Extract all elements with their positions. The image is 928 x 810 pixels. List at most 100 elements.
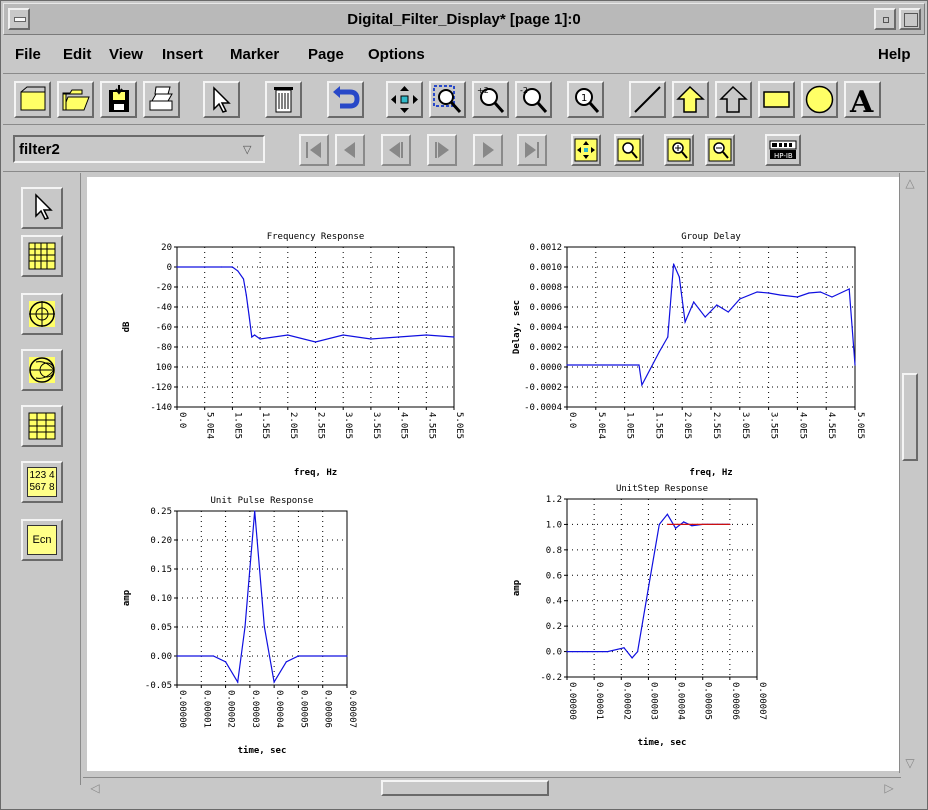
svg-text:A: A bbox=[849, 85, 874, 115]
zoom-plot-out-button[interactable] bbox=[705, 134, 735, 166]
x-axis-label: time, sec bbox=[638, 737, 687, 748]
data-point bbox=[688, 523, 690, 526]
delete-button[interactable] bbox=[265, 81, 302, 118]
y-tick-label: -20 bbox=[156, 283, 172, 293]
open-button[interactable] bbox=[57, 81, 94, 118]
scroll-left-icon[interactable]: ◁ bbox=[90, 781, 100, 795]
x-tick-label: 5.0E4 bbox=[596, 412, 606, 439]
last-page-button[interactable] bbox=[517, 134, 547, 166]
draw-polyline-button[interactable] bbox=[672, 81, 709, 118]
grid-move-button[interactable] bbox=[571, 134, 601, 166]
new-file-button[interactable] bbox=[14, 81, 51, 118]
x-tick-label: 1.0E5 bbox=[232, 412, 242, 439]
palette-polar-plot-button[interactable] bbox=[21, 293, 63, 335]
draw-text-button[interactable]: A bbox=[844, 81, 881, 118]
scroll-down-icon[interactable]: ▽ bbox=[905, 756, 915, 770]
data-point bbox=[237, 681, 239, 683]
draw-polygon-button[interactable] bbox=[715, 81, 752, 118]
zoom-fit-button[interactable]: 1 bbox=[567, 81, 604, 118]
undo-button[interactable] bbox=[327, 81, 364, 118]
maximize-button[interactable] bbox=[899, 8, 921, 30]
x-tick-label: 5.0E5 bbox=[454, 412, 464, 439]
menu-insert[interactable]: Insert bbox=[162, 46, 203, 63]
zoom-plot-in-button[interactable] bbox=[664, 134, 694, 166]
menu-page[interactable]: Page bbox=[308, 46, 344, 63]
y-tick-label: 0.2 bbox=[546, 622, 562, 632]
data-point bbox=[672, 263, 675, 265]
y-tick-label: 0.25 bbox=[150, 507, 172, 517]
data-point bbox=[453, 336, 455, 338]
title-bar[interactable]: Digital_Filter_Display* [page 1]:0 bbox=[3, 3, 925, 35]
y-tick-label: 0.0 bbox=[546, 648, 562, 658]
move-button[interactable] bbox=[386, 81, 423, 118]
scroll-right-icon[interactable]: ▷ bbox=[884, 781, 894, 795]
data-point bbox=[674, 527, 677, 529]
zoom-out-button[interactable]: -2 bbox=[515, 81, 552, 118]
palette-equation-button[interactable]: Ecn bbox=[21, 519, 63, 561]
x-tick-label: 4.0E5 bbox=[797, 412, 807, 439]
first-page-button[interactable] bbox=[299, 134, 329, 166]
palette-rect-plot-button[interactable] bbox=[21, 235, 63, 277]
draw-rectangle-button[interactable] bbox=[758, 81, 795, 118]
y-tick-label: 0.0004 bbox=[529, 323, 562, 333]
data-point bbox=[342, 334, 344, 336]
zoom-box-button[interactable] bbox=[429, 81, 466, 118]
data-point bbox=[848, 288, 850, 290]
instrument-button[interactable]: HP-IB bbox=[765, 134, 801, 166]
scroll-up-icon[interactable]: △ bbox=[905, 176, 915, 190]
data-point bbox=[254, 510, 256, 512]
prev-page-button[interactable] bbox=[335, 134, 365, 166]
menu-edit[interactable]: Edit bbox=[63, 46, 92, 63]
zoom-plot-button[interactable] bbox=[614, 134, 644, 166]
palette-list-button[interactable] bbox=[21, 405, 63, 447]
data-point bbox=[297, 655, 300, 657]
zoom-in-button[interactable]: +2 bbox=[472, 81, 509, 118]
y-tick-label: -140 bbox=[150, 403, 172, 413]
plot-canvas[interactable]: Frequency Response 20 0 -20 -40 -60 -80 100 -120… bbox=[87, 177, 899, 771]
palette-smith-chart-button[interactable] bbox=[21, 349, 63, 391]
step-back-button[interactable] bbox=[381, 134, 411, 166]
chart-title: UnitStep Response bbox=[616, 484, 708, 494]
chart-title: Group Delay bbox=[681, 232, 741, 242]
system-menu-button[interactable] bbox=[8, 8, 30, 30]
y-tick-label: 0.05 bbox=[150, 623, 172, 633]
prev-page-icon bbox=[344, 142, 355, 158]
x-tick-label: 0.00001 bbox=[594, 682, 604, 720]
menu-help[interactable]: Help bbox=[878, 46, 911, 63]
vertical-scroll-thumb[interactable] bbox=[902, 373, 918, 461]
x-tick-label: 0.00004 bbox=[676, 682, 686, 720]
y-axis-label: amp bbox=[512, 579, 522, 596]
horizontal-scrollbar[interactable]: ◁ ▷ bbox=[83, 777, 901, 799]
x-tick-label: 0.00002 bbox=[621, 682, 631, 720]
draw-circle-button[interactable] bbox=[801, 81, 838, 118]
data-point bbox=[212, 655, 215, 657]
save-button[interactable] bbox=[100, 81, 137, 118]
y-tick-label: 1.2 bbox=[546, 495, 562, 505]
page-select[interactable]: filter2 ▽ bbox=[13, 135, 265, 163]
palette-numeric-button[interactable]: 123 4 567 8 bbox=[21, 461, 63, 503]
menu-bar: File Edit View Insert Marker Page Option… bbox=[3, 36, 925, 74]
menu-marker[interactable]: Marker bbox=[230, 46, 280, 63]
minimize-button[interactable] bbox=[874, 8, 896, 30]
horizontal-scroll-thumb[interactable] bbox=[381, 780, 549, 796]
select-pointer-button[interactable] bbox=[203, 81, 240, 118]
next-page-button[interactable] bbox=[473, 134, 503, 166]
step-forward-icon bbox=[435, 142, 449, 158]
y-tick-label: -0.0004 bbox=[524, 403, 562, 413]
menu-view[interactable]: View bbox=[109, 46, 143, 63]
step-forward-button[interactable] bbox=[427, 134, 457, 166]
chart-title: Frequency Response bbox=[267, 232, 365, 242]
print-button[interactable] bbox=[143, 81, 180, 118]
move-icon bbox=[391, 86, 418, 113]
x-axis-label: freq, Hz bbox=[689, 468, 732, 478]
menu-options[interactable]: Options bbox=[368, 46, 425, 63]
data-point bbox=[287, 334, 289, 336]
draw-line-button[interactable] bbox=[629, 81, 666, 118]
zoom-plot-in-icon bbox=[667, 138, 691, 162]
palette-select-button[interactable] bbox=[21, 187, 63, 229]
data-point bbox=[244, 626, 246, 628]
svg-text:1: 1 bbox=[581, 93, 587, 104]
vertical-scrollbar[interactable]: △ ▽ bbox=[899, 173, 921, 773]
rectangle-icon bbox=[763, 91, 790, 108]
menu-file[interactable]: File bbox=[15, 46, 41, 63]
